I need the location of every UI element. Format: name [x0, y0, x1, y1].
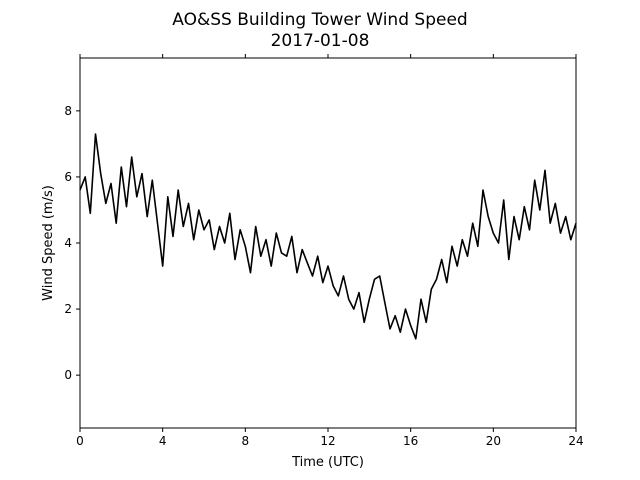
chart-title: AO&SS Building Tower Wind Speed — [172, 10, 467, 30]
plot-area-frame — [79, 57, 577, 429]
wind-speed-line — [79, 133, 577, 340]
x-tick-label: 16 — [403, 434, 418, 448]
x-tick-label: 4 — [159, 434, 167, 448]
y-tick-label: 0 — [64, 368, 72, 382]
y-tick-label: 4 — [64, 236, 72, 250]
y-axis-label: Wind Speed (m/s) — [41, 185, 56, 301]
chart-subtitle: 2017-01-08 — [271, 31, 370, 51]
series-layer — [79, 133, 577, 340]
y-tick-label: 2 — [64, 302, 72, 316]
y-tick-label: 6 — [64, 170, 72, 184]
y-tick-label: 8 — [64, 104, 72, 118]
x-tick-label: 24 — [568, 434, 583, 448]
x-tick-label: 12 — [320, 434, 335, 448]
x-tick-label: 20 — [486, 434, 501, 448]
x-tick-label: 0 — [76, 434, 84, 448]
x-axis-label: Time (UTC) — [291, 455, 364, 470]
x-tick-label: 8 — [242, 434, 250, 448]
